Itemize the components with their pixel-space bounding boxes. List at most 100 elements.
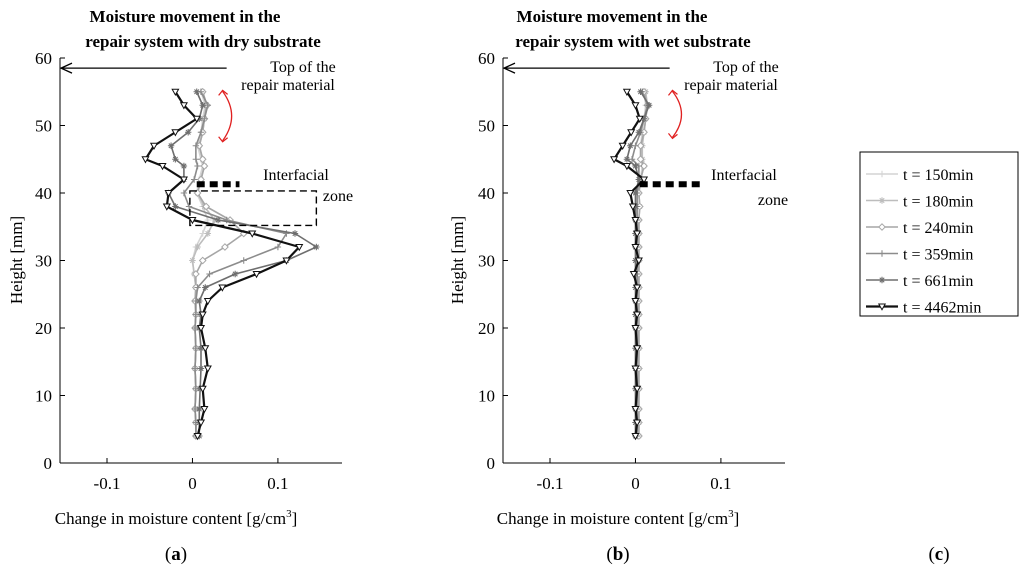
- panel-a-interface-annotation-line-1: Interfacial: [263, 167, 329, 184]
- panel-b-x-axis-label: Change in moisture content [g/cm3]: [497, 508, 740, 528]
- panel-b-x-tick-label: -0.1: [537, 474, 564, 493]
- panel-b-data-point: [635, 176, 643, 183]
- panel-a-caption: (a): [165, 544, 187, 565]
- panel-a-top-arrow-head: [59, 62, 73, 74]
- legend-label: t = 4462min: [903, 300, 981, 317]
- panel-a-data-point: [198, 256, 207, 265]
- panel-a-data-point: [190, 176, 198, 183]
- panel-a-data-point: [172, 156, 179, 163]
- panel-b-data-point: [636, 141, 645, 150]
- legend-label: t = 661min: [903, 273, 973, 290]
- legend-swatch-marker: [878, 197, 886, 204]
- panel-b-data-point: [631, 216, 640, 225]
- panel-a-data-point: [240, 257, 247, 264]
- panel-b-y-axis-label: Height [mm]: [448, 216, 467, 304]
- legend-label: t = 150min: [903, 167, 973, 184]
- legend-label: t = 359min: [903, 247, 973, 264]
- panel-a-top-annotation-line-1: Top of the: [270, 59, 336, 76]
- legend-swatch-marker: [878, 223, 886, 231]
- panel-b-data-point: [622, 162, 631, 171]
- panel-a-data-point: [248, 230, 257, 238]
- panel-b-y-tick-label: 30: [478, 252, 495, 271]
- panel-a-x-tick-label: 0.1: [267, 474, 288, 493]
- panel-b-data-point: [631, 102, 640, 110]
- panel-b-data-point: [618, 142, 627, 150]
- panel-a-x-tick-label: -0.1: [94, 474, 121, 493]
- panel-a-y-axis-label: Height [mm]: [7, 216, 26, 304]
- panel-a-data-point: [197, 129, 205, 136]
- panel-b-interface-annotation-line-2: zone: [758, 192, 788, 209]
- panel-a-y-tick-label: 40: [35, 184, 52, 203]
- legend-swatch-marker: [877, 303, 887, 311]
- panel-a-y-tick-label: 50: [35, 117, 52, 136]
- panel-b-data-point: [633, 230, 642, 238]
- panel-a-interface-annotation-line-2: zone: [323, 188, 353, 205]
- panel-b-red-arrow-curve: [671, 90, 683, 138]
- panel-a-top-annotation-line-2: repair material: [241, 77, 335, 94]
- panel-b-data-point: [622, 88, 631, 96]
- panel-a-data-point: [196, 115, 203, 122]
- panel-b-data-point: [631, 243, 640, 252]
- panel-a-data-point: [192, 115, 201, 123]
- panel-b-y-tick-label: 40: [478, 184, 495, 203]
- panel-b-data-point: [635, 115, 644, 123]
- panel-a-data-point: [211, 216, 218, 224]
- panel-a-data-point: [196, 405, 203, 413]
- panel-a-data-point: [196, 297, 203, 305]
- panel-a-data-point: [199, 102, 206, 109]
- panel-a-data-point: [203, 365, 212, 373]
- panel-b-interface-annotation-line-1: Interfacial: [711, 167, 777, 184]
- panel-a-series-5: [141, 88, 304, 441]
- panel-b-data-point: [640, 162, 648, 170]
- legend-swatch-marker: [878, 250, 886, 257]
- panel-a-data-point: [291, 230, 299, 237]
- panel-b-data-point: [640, 128, 648, 137]
- panel-a-data-point: [198, 385, 207, 393]
- panel-b-data-point: [635, 129, 643, 136]
- panel-a-data-point: [196, 324, 206, 333]
- panel-a-data-point: [171, 129, 180, 137]
- panel-a-data-point: [184, 129, 192, 136]
- panel-a-data-point: [200, 162, 209, 170]
- panel-b-data-point: [629, 270, 638, 279]
- panel-a-data-point: [179, 176, 188, 184]
- panel-b-title-line-1: Moisture movement in the: [517, 7, 708, 26]
- panel-a-data-point: [202, 284, 209, 291]
- panel-a-data-point: [204, 216, 212, 224]
- legend-swatch-marker: [878, 170, 886, 178]
- panel-a-y-tick-label: 20: [35, 319, 52, 338]
- panel-b-data-point: [627, 142, 634, 149]
- panel-a-data-point: [189, 257, 196, 264]
- panel-b-data-point: [632, 203, 639, 210]
- panel-b-red-arrow-head-bottom: [668, 132, 678, 140]
- panel-b-data-point: [623, 156, 631, 163]
- panel-a-data-point: [282, 257, 291, 265]
- panel-a-data-point: [158, 162, 167, 171]
- panel-b-data-point: [633, 311, 642, 319]
- panel-a-data-point: [204, 230, 212, 237]
- panel-a-data-point: [179, 102, 188, 110]
- panel-a-interface-box: [189, 190, 318, 227]
- panel-b-y-tick-label: 60: [478, 49, 495, 68]
- panel-a-data-point: [191, 365, 199, 372]
- panel-b-data-point: [633, 284, 642, 292]
- panel-a-data-point: [214, 216, 222, 224]
- panel-b-data-point: [632, 189, 639, 197]
- panel-a-data-point: [149, 142, 159, 150]
- legend-label: t = 240min: [903, 220, 973, 237]
- panel-a-y-tick-label: 10: [35, 387, 52, 406]
- panel-b-data-point: [632, 257, 639, 264]
- panel-a-data-point: [171, 88, 180, 96]
- panel-a-data-point: [180, 162, 188, 170]
- panel-a-data-point: [313, 243, 320, 251]
- panel-b: Moisture movement in the repair system w…: [448, 7, 788, 565]
- panel-b-y-tick-label: 50: [478, 117, 495, 136]
- panel-b-data-point: [610, 156, 619, 164]
- panel-b-y-tick-label: 0: [487, 454, 496, 473]
- panel-a-data-point: [195, 141, 204, 150]
- panel-a-data-point: [295, 243, 304, 252]
- panel-a-data-point: [197, 365, 205, 372]
- panel-a-data-point: [193, 88, 200, 95]
- panel-b-data-point: [631, 405, 640, 414]
- panel-a-data-point: [192, 142, 200, 149]
